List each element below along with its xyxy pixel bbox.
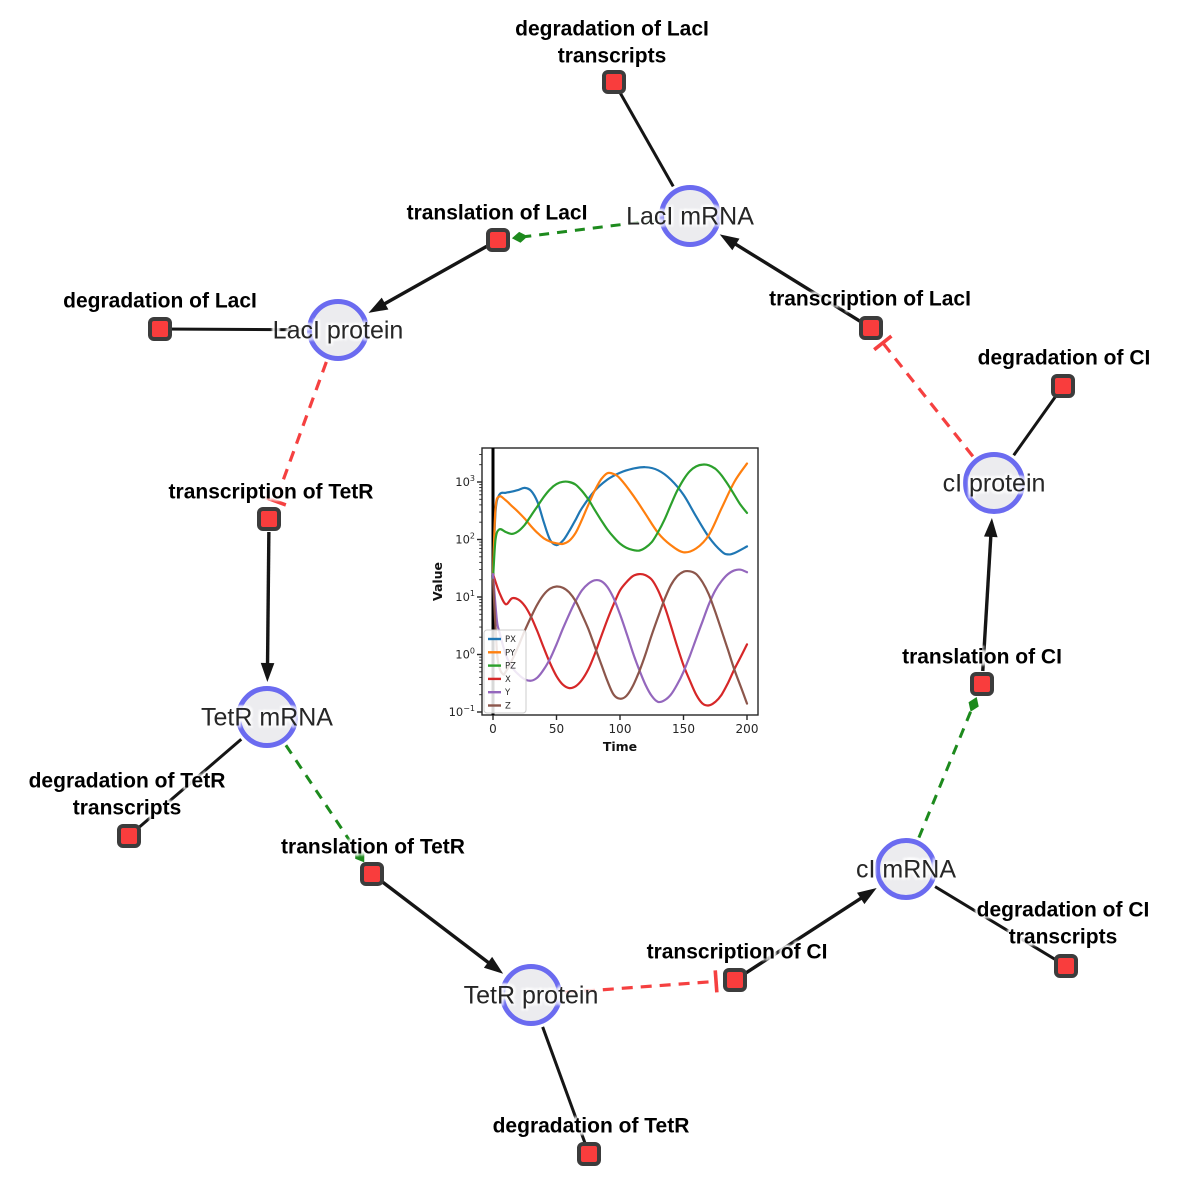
x-tick-label: 100 [609,722,632,736]
reaction-label-line: translation of TetR [281,835,465,859]
reaction-label-deg-laci: degradation of LacI [63,287,257,314]
edge-laci-protein-deg-laci [159,327,305,332]
edge-ci-protein-transcription-laci [873,334,975,458]
reaction-label-deg-tetr-transcripts: degradation of TetR transcripts [29,768,226,823]
series-PZ-line [491,463,749,581]
reaction-label-line: degradation of LacI [515,17,709,41]
edge-laci-mrna-deg-laci-transcripts [612,81,675,188]
reaction-node-deg-ci[interactable] [1051,374,1075,398]
reaction-label-translation-tetr: translation of TetR [281,833,465,860]
reaction-label-line: degradation of TetR [492,1114,690,1138]
legend: PX PY PZ XYZ [483,629,527,714]
reaction-label-deg-laci-transcripts: degradation of LacI transcripts [515,16,709,71]
reaction-node-deg-laci[interactable] [148,317,172,341]
edge-translation-laci-laci-protein [368,244,488,313]
y-tick-label: 103 [455,474,475,489]
reaction-label-transcription-tetr: transcription of TetR [169,478,374,505]
x-tick-label: 50 [549,722,564,736]
species-node-laci-protein[interactable] [307,299,369,361]
reaction-label-deg-tetr: degradation of TetR [493,1112,690,1139]
reaction-label-transcription-laci: transcription of LacI [769,285,971,312]
x-tick-label: 150 [672,722,695,736]
reaction-node-deg-ci-transcripts[interactable] [1054,954,1078,978]
species-label-laci-protein: LacI protein [272,316,404,345]
x-tick-label: 0 [489,722,497,736]
reaction-label-deg-ci: degradation of CI [978,344,1151,371]
reaction-label-line: transcription of CI [646,940,828,964]
edge-tetr-protein-transcription-ci [564,970,719,995]
reaction-node-deg-tetr-transcripts[interactable] [117,824,141,848]
species-node-laci-mrna[interactable] [659,185,721,247]
species-node-tetr-protein[interactable] [500,964,562,1026]
legend-label-Y: Y [504,688,511,698]
reaction-label-translation-ci: translation of CI [902,643,1062,670]
edge-transcription-tetr-tetr-mrna [260,531,275,683]
species-label-ci-protein: cI protein [942,469,1046,498]
edge-transcription-ci-ci-mrna [744,888,877,975]
edge-ci-mrna-deg-ci-transcripts [934,885,1067,968]
edge-ci-mrna-translation-ci [917,696,979,839]
timecourse-plot: 10−1 100 101 102 103 0 50 100 150 200 Time Value PX P… [420,420,800,780]
series-curves [491,462,749,707]
legend-label-X: X [505,675,511,685]
reaction-label-deg-ci-transcripts: degradation of CI transcripts [977,897,1150,952]
reaction-node-transcription-ci[interactable] [723,968,747,992]
x-tick-label: 200 [736,722,759,736]
reaction-label-translation-laci: translation of LacI [407,199,588,226]
species-node-ci-protein[interactable] [963,452,1025,514]
series-PX-line [491,466,749,581]
y-tick-label: 101 [455,589,475,604]
x-axis-label: Time [603,739,637,754]
reaction-label-line: translation of CI [902,645,1062,669]
legend-label-PX: PX [505,635,516,645]
edge-tetr-protein-deg-tetr [541,1026,591,1155]
reaction-label-line: transcripts [557,45,667,68]
reaction-node-translation-ci[interactable] [970,672,994,696]
reaction-node-translation-tetr[interactable] [360,862,384,886]
y-tick-label: 102 [455,532,475,547]
species-node-ci-mrna[interactable] [875,838,937,900]
plot-frame [481,447,759,716]
edge-laci-protein-transcription-tetr [264,361,328,507]
reaction-node-deg-tetr[interactable] [577,1142,601,1166]
reaction-label-line: translation of LacI [406,201,588,225]
series-PY-line [491,462,749,576]
edge-translation-tetr-tetr-protein [381,880,504,974]
species-label-tetr-mrna: TetR mRNA [201,703,333,732]
edge-translation-ci-ci-protein [981,517,998,672]
reaction-label-line: transcripts [1008,926,1118,949]
reaction-node-deg-laci-transcripts[interactable] [602,70,626,94]
reaction-node-transcription-tetr[interactable] [257,507,281,531]
reaction-label-line: transcription of TetR [168,480,374,504]
y-tick-label: 100 [455,647,475,662]
edge-transcription-laci-laci-mrna [719,234,861,323]
reaction-label-line: degradation of LacI [63,289,257,313]
y-tick-label: 10−1 [449,704,475,719]
reaction-label-line: degradation of TetR [28,769,226,793]
reaction-label-line: degradation of CI [976,898,1150,922]
series-Y-line [491,568,749,704]
species-node-tetr-mrna[interactable] [236,686,298,748]
edge-tetr-mrna-deg-tetr-transcripts [128,738,243,838]
legend-label-PZ: PZ [505,662,516,672]
edge-laci-mrna-translation-laci [511,218,657,243]
y-axis-label: Value [430,562,445,601]
reaction-node-translation-laci[interactable] [486,228,510,252]
species-label-laci-mrna: LacI mRNA [626,202,754,231]
edge-tetr-mrna-translation-tetr [284,744,365,863]
reaction-label-line: transcription of LacI [769,287,971,311]
series-X-line [491,572,749,707]
species-label-tetr-protein: TetR protein [463,981,599,1010]
reaction-label-line: transcripts [72,797,182,820]
reaction-node-transcription-laci[interactable] [859,316,883,340]
legend-label-PY: PY [505,648,516,658]
reaction-label-transcription-ci: transcription of CI [647,938,828,965]
species-label-ci-mrna: cI mRNA [856,855,956,884]
reaction-label-line: degradation of CI [977,346,1151,370]
legend-label-Z: Z [505,702,511,712]
